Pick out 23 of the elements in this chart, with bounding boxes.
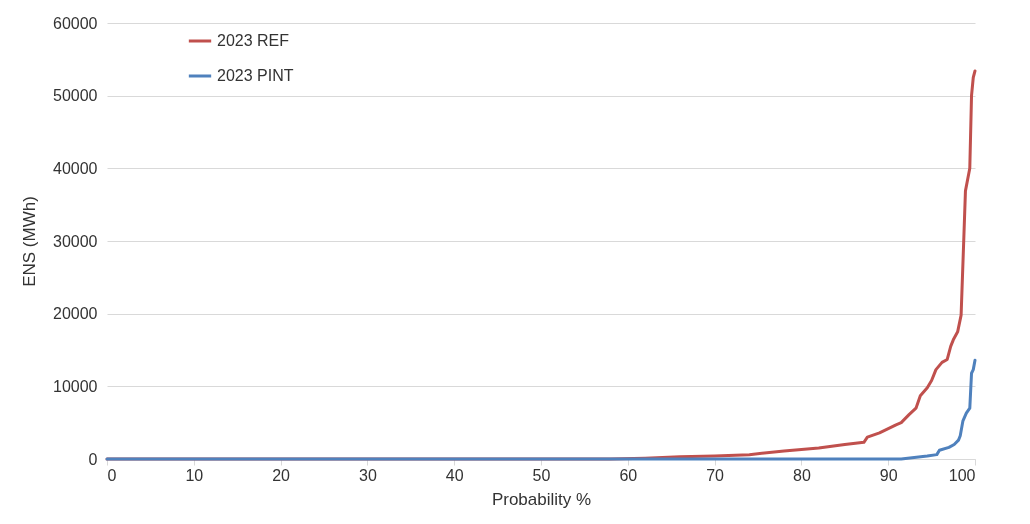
x-tick-label: 70: [706, 466, 725, 484]
y-tick-label: 50000: [53, 87, 98, 105]
y-tick-label: 40000: [53, 159, 98, 177]
x-tick-label: 50: [532, 466, 551, 484]
x-tick-label: 30: [359, 466, 377, 484]
x-tick-label: 20: [272, 466, 291, 484]
line-series: [105, 358, 977, 461]
x-tick-label: 80: [793, 466, 811, 484]
x-tick-label: 40: [445, 466, 464, 484]
x-tick-label: 0: [107, 466, 117, 484]
x-axis-title: Probability %: [491, 489, 592, 509]
y-axis-title: ENS (MWh): [20, 196, 40, 287]
y-tick-label: 10000: [53, 377, 98, 395]
x-tick-label: 60: [619, 466, 638, 484]
legend-label: 2023 PINT: [217, 67, 294, 84]
y-tick-label: 30000: [53, 232, 98, 250]
y-tick-label: 0: [88, 450, 98, 468]
x-tick-label: 10: [185, 466, 204, 484]
x-tick-label: 90: [879, 466, 898, 484]
y-tick-label: 60000: [53, 14, 98, 32]
y-tick-label: 20000: [53, 305, 98, 323]
legend-label: 2023 REF: [217, 32, 290, 49]
x-tick-label: 100: [948, 466, 976, 484]
